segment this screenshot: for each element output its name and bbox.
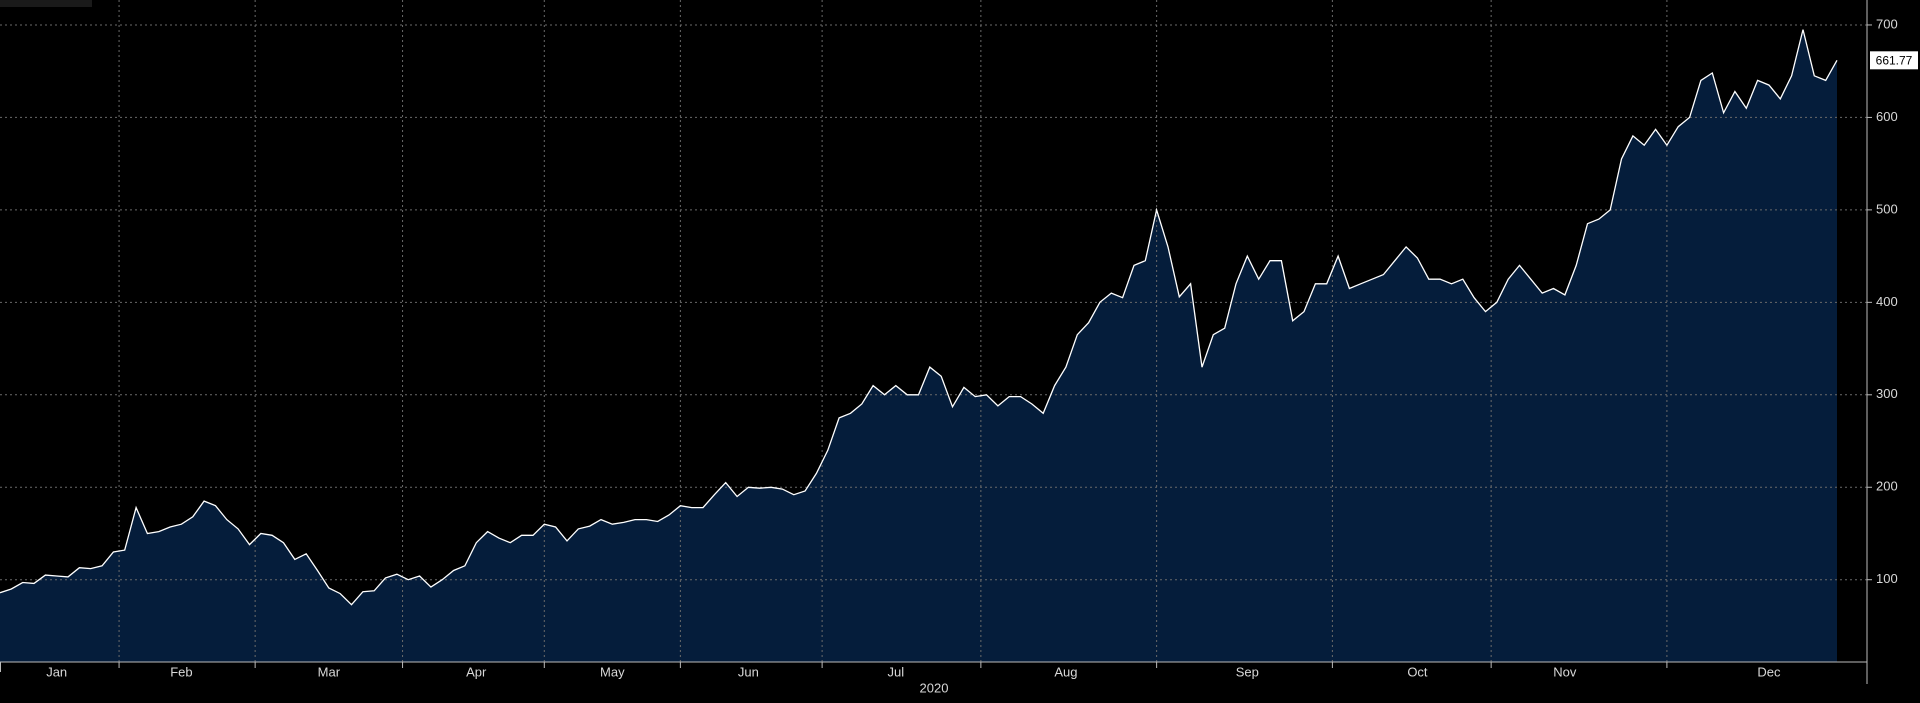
- y-tick-label: 600: [1876, 109, 1898, 124]
- x-tick-label: Mar: [318, 664, 341, 679]
- x-tick-label: May: [600, 664, 625, 679]
- y-tick-label: 500: [1876, 201, 1898, 216]
- price-line: [0, 29, 1838, 606]
- x-tick-label: Jan: [46, 664, 67, 679]
- y-tick-label: 400: [1876, 294, 1898, 309]
- toolbar-stub: [0, 0, 92, 7]
- x-tick-label: Feb: [170, 664, 192, 679]
- y-tick-label: 300: [1876, 386, 1898, 401]
- last-value-label: 661.77: [1876, 53, 1913, 67]
- x-tick-label: Sep: [1236, 664, 1259, 679]
- x-axis-label: 2020: [920, 680, 949, 695]
- y-tick-label: 200: [1876, 479, 1898, 494]
- area-fill: [0, 29, 1837, 663]
- y-tick-label: 100: [1876, 571, 1898, 586]
- y-tick-label: 700: [1876, 16, 1898, 31]
- x-tick-label: Apr: [466, 664, 487, 679]
- x-tick-label: Jun: [738, 664, 759, 679]
- x-tick-label: Dec: [1757, 664, 1781, 679]
- x-tick-label: Nov: [1553, 664, 1577, 679]
- x-tick-label: Jul: [888, 664, 905, 679]
- x-tick-label: Aug: [1054, 664, 1077, 679]
- x-tick-label: Oct: [1407, 664, 1428, 679]
- last-value-box: [1870, 51, 1918, 70]
